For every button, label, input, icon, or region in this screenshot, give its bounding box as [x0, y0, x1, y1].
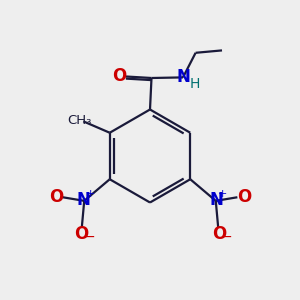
Text: O: O [49, 188, 63, 206]
Text: O: O [74, 226, 88, 243]
Text: O: O [212, 226, 226, 243]
Text: N: N [77, 191, 91, 208]
Text: +: + [85, 189, 95, 199]
Text: −: − [220, 230, 232, 244]
Text: N: N [176, 68, 190, 86]
Text: +: + [218, 189, 227, 199]
Text: −: − [83, 230, 95, 244]
Text: N: N [209, 191, 223, 208]
Text: H: H [189, 77, 200, 91]
Text: O: O [112, 67, 127, 85]
Text: O: O [237, 188, 251, 206]
Text: CH₃: CH₃ [68, 114, 92, 127]
